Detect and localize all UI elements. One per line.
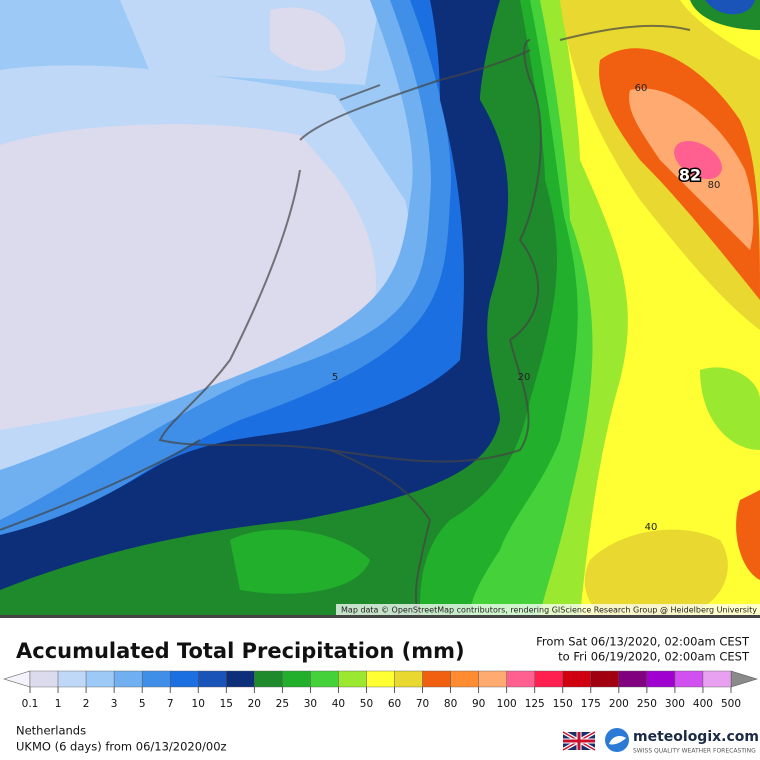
legend-swatch	[366, 670, 395, 688]
legend-swatch	[169, 670, 199, 688]
language-flag[interactable]	[562, 730, 596, 752]
legend-swatch	[478, 670, 507, 688]
borders	[0, 24, 691, 616]
legend-tick-label: 400	[693, 698, 713, 710]
legend-tick-label: 60	[388, 698, 401, 710]
max-label: 82	[679, 166, 701, 185]
legend-title: Accumulated Total Precipitation (mm)	[16, 639, 465, 663]
legend-swatch	[646, 670, 676, 688]
legend-tick-label: 3	[111, 698, 118, 710]
contour-labels: 60 82 80 5 20 40	[332, 83, 721, 533]
legend-tick-label: 150	[553, 698, 573, 710]
period-to: to Fri 06/19/2020, 02:00am CEST	[558, 650, 750, 664]
brand-name: meteologix.com	[633, 729, 759, 745]
legend-tick-label: 30	[304, 698, 317, 710]
legend-tick-label: 25	[276, 698, 289, 710]
legend-swatch	[674, 670, 704, 688]
precip-area	[705, 0, 755, 15]
legend-swatch	[254, 670, 283, 688]
flag-cross	[563, 732, 595, 750]
border-line	[158, 39, 542, 463]
legend-tick-label: 250	[637, 698, 657, 710]
region: Netherlands	[16, 724, 86, 738]
legend-tick-label: 90	[472, 698, 485, 710]
legend-swatch	[226, 670, 255, 688]
legend-tick-label: 40	[332, 698, 345, 710]
legend-swatch	[57, 670, 87, 688]
contour-label: 20	[518, 372, 531, 383]
legend-tick-label: 2	[83, 698, 90, 710]
legend-tick-label: 300	[665, 698, 685, 710]
legend-swatch	[338, 670, 367, 688]
legend-swatch	[394, 670, 423, 688]
precip-area	[736, 490, 760, 580]
legend-swatch	[450, 670, 479, 688]
legend-swatch	[282, 670, 311, 688]
legend-tick-label: 175	[581, 698, 601, 710]
legend-tick-label: 10	[192, 698, 205, 710]
precip-area	[700, 367, 760, 450]
legend-tick-label: 125	[525, 698, 545, 710]
legend-swatch	[506, 670, 535, 688]
legend-swatch	[422, 670, 451, 688]
legend-swatch	[562, 670, 592, 688]
period-from: From Sat 06/13/2020, 02:00am CEST	[536, 635, 750, 649]
precip-area	[584, 529, 728, 615]
legend-tick-label: 0.1	[22, 698, 39, 710]
legend-swatch	[590, 670, 620, 688]
precip-area	[230, 529, 370, 594]
colorbar-arrow-high	[730, 670, 759, 688]
legend-swatch	[310, 670, 339, 688]
legend-swatch	[198, 670, 227, 688]
legend-tick-label: 80	[444, 698, 457, 710]
legend-tick-label: 500	[721, 698, 741, 710]
legend-tick-label: 70	[416, 698, 429, 710]
legend-swatch	[85, 670, 115, 688]
map: 60 82 80 5 20 40 Map data © OpenStreetMa…	[0, 0, 760, 616]
legend-tick-label: 5	[139, 698, 146, 710]
precip-area	[0, 124, 377, 430]
contour-label: 5	[332, 372, 338, 383]
map-frame	[0, 615, 760, 618]
legend-tick-label: 200	[609, 698, 629, 710]
brand-logo[interactable]: meteologix.com SWISS QUALITY WEATHER FOR…	[605, 728, 759, 755]
legend-swatch	[113, 670, 143, 688]
legend-tick-label: 1	[55, 698, 62, 710]
legend-tick-label: 20	[248, 698, 261, 710]
brand-tagline: SWISS QUALITY WEATHER FORECASTING	[633, 748, 756, 755]
legend-tick-label: 15	[220, 698, 233, 710]
logo-icon-detail	[609, 736, 626, 745]
legend-swatch	[141, 670, 171, 688]
coast-line	[299, 24, 691, 141]
precip-area	[674, 141, 722, 179]
contour-label: 60	[635, 83, 648, 94]
model-run: UKMO (6 days) from 06/13/2020/00z	[16, 740, 227, 754]
legend-swatch	[702, 670, 732, 688]
legend-swatch	[29, 670, 59, 688]
contour-label: 40	[645, 522, 658, 533]
legend-swatch	[618, 670, 648, 688]
legend-tick-label: 50	[360, 698, 373, 710]
precip-area	[270, 7, 346, 71]
colorbar: 0.1 1 2 3 5 7 10 15 20 25 30 40 50 60 70 80 90 100 125 150 1…	[2, 670, 759, 710]
legend-tick-label: 7	[167, 698, 174, 710]
legend-tick-label: 100	[497, 698, 517, 710]
colorbar-arrow-low	[2, 670, 31, 688]
contour-label: 80	[708, 180, 721, 191]
border-line	[0, 439, 432, 616]
attribution-bg	[336, 604, 760, 615]
legend-swatch	[534, 670, 563, 688]
attribution: Map data © OpenStreetMap contributors, r…	[341, 606, 757, 615]
